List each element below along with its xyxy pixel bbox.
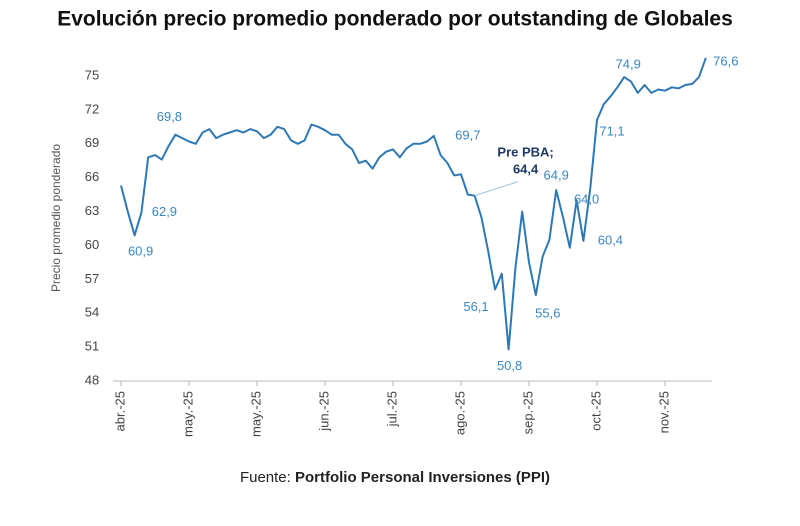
y-tick-label: 54 [85,305,99,320]
line [120,57,707,351]
data-label: 69,7 [455,127,480,142]
data-label: 64,0 [574,192,599,207]
x-tick-label: jun.-25 [316,391,331,432]
x-tick-label: sep.-25 [520,391,535,434]
x-tick-label: jul.-25 [384,391,399,427]
data-label: 71,1 [599,123,624,138]
data-label: 55,6 [535,306,560,321]
chart-title: Evolución precio promedio ponderado por … [57,8,733,31]
y-tick-label: 72 [85,101,99,116]
x-tick-label: may.-25 [180,391,195,437]
x-tick-label: nov.-25 [656,391,671,433]
data-label: 62,9 [152,204,177,219]
y-tick-label: 75 [85,67,99,82]
y-axis-label: Precio promedio ponderado [49,144,63,292]
source-name: Portfolio Personal Inversiones (PPI) [295,469,550,486]
data-label: 56,1 [463,299,488,314]
x-tick-label: oct.-25 [588,391,603,431]
x-tick-label: abr.-25 [112,391,127,431]
y-tick-label: 60 [85,237,99,252]
data-label: 64,9 [544,168,569,183]
data-label: 74,9 [616,57,641,72]
y-tick-label: 63 [85,203,99,218]
y-tick-label: 51 [85,339,99,354]
y-tick-label: 48 [85,372,99,387]
source-prefix: Fuente: [240,469,291,486]
data-label: 69,8 [157,109,182,124]
leader-line [474,181,518,197]
y-tick-label: 57 [85,271,99,286]
data-label: 76,6 [713,53,738,68]
x-tick-label: may.-25 [248,391,263,437]
y-tick-label: 69 [85,135,99,150]
annotation: Pre PBA; 64,4 [497,145,553,177]
data-label: 60,4 [598,232,623,247]
data-label: 60,9 [128,244,153,259]
x-tick-label: ago.-25 [452,391,467,435]
y-tick-label: 66 [85,169,99,184]
source: Fuente: Portfolio Personal Inversiones (… [240,469,550,486]
data-label: 50,8 [497,358,522,373]
